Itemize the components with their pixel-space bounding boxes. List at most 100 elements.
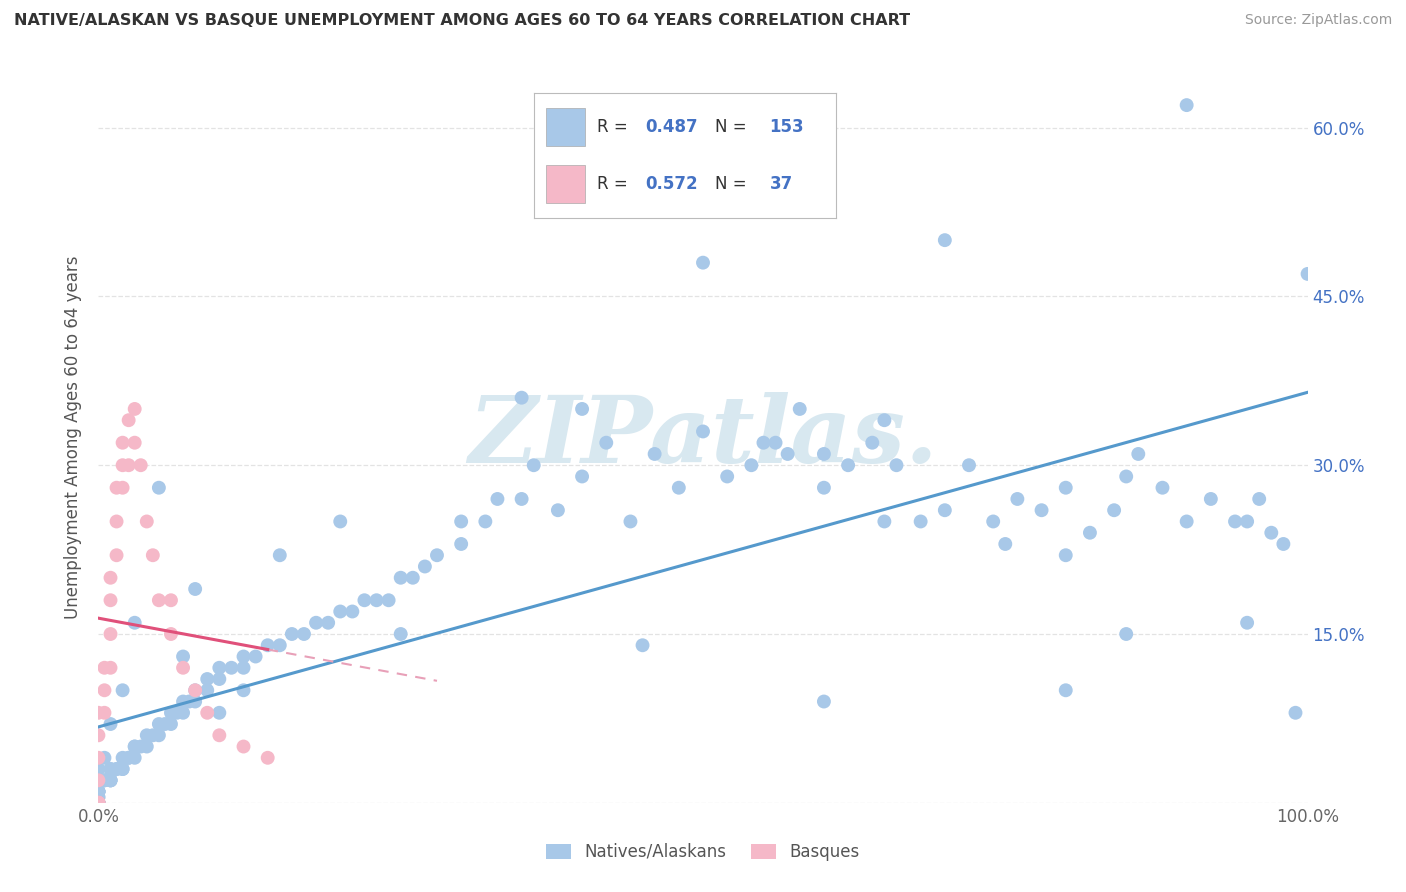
Point: [1054, 481, 1077, 495]
Point: [142, 728, 165, 742]
Point: [172, 649, 194, 664]
Point: [148, 481, 170, 495]
Point: [1078, 525, 1101, 540]
Point: [160, 627, 183, 641]
Point: [1296, 267, 1319, 281]
Point: [377, 593, 399, 607]
Point: [87, 796, 110, 810]
Point: [87, 796, 110, 810]
Point: [195, 672, 218, 686]
Point: [1175, 515, 1198, 529]
Point: [100, 773, 122, 788]
Point: [87, 728, 110, 742]
Point: [87, 796, 110, 810]
Point: [281, 627, 304, 641]
Point: [124, 615, 146, 630]
Text: ZIPatlas.: ZIPatlas.: [468, 392, 938, 482]
Text: NATIVE/ALASKAN VS BASQUE UNEMPLOYMENT AMONG AGES 60 TO 64 YEARS CORRELATION CHAR: NATIVE/ALASKAN VS BASQUE UNEMPLOYMENT AM…: [14, 13, 910, 29]
Point: [510, 491, 533, 506]
Point: [135, 728, 157, 742]
Point: [256, 638, 278, 652]
Point: [105, 481, 128, 495]
Point: [305, 615, 328, 630]
Point: [87, 773, 110, 788]
Point: [692, 425, 714, 439]
Point: [184, 683, 207, 698]
Point: [160, 706, 183, 720]
Point: [100, 717, 122, 731]
Point: [129, 739, 152, 754]
Point: [813, 694, 835, 708]
Point: [426, 548, 449, 562]
Point: [118, 751, 141, 765]
Point: [87, 796, 110, 810]
Point: [934, 503, 956, 517]
Point: [93, 751, 115, 765]
Point: [1199, 491, 1222, 506]
Point: [837, 458, 859, 473]
Point: [105, 515, 128, 529]
Point: [142, 548, 165, 562]
Point: [1128, 447, 1150, 461]
Point: [87, 796, 110, 810]
Point: [716, 469, 738, 483]
Point: [87, 796, 110, 810]
Point: [1102, 503, 1125, 517]
Point: [111, 751, 134, 765]
Point: [87, 784, 110, 798]
Point: [523, 458, 546, 473]
Point: [740, 458, 762, 473]
Point: [111, 762, 134, 776]
Point: [1249, 491, 1271, 506]
Point: [1054, 683, 1077, 698]
Point: [934, 233, 956, 247]
Point: [93, 661, 115, 675]
Point: [153, 717, 176, 731]
Point: [232, 661, 254, 675]
Point: [1223, 515, 1246, 529]
Point: [208, 706, 231, 720]
Point: [87, 796, 110, 810]
Point: [184, 683, 207, 698]
Point: [873, 515, 896, 529]
Point: [124, 435, 146, 450]
Point: [172, 661, 194, 675]
Point: [765, 435, 787, 450]
Point: [619, 515, 641, 529]
Point: [100, 627, 122, 641]
Point: [668, 481, 690, 495]
Point: [1152, 481, 1174, 495]
Point: [111, 458, 134, 473]
Point: [87, 784, 110, 798]
Point: [111, 481, 134, 495]
Legend: Natives/Alaskans, Basques: Natives/Alaskans, Basques: [540, 837, 866, 868]
Point: [1115, 627, 1137, 641]
Point: [179, 694, 201, 708]
Point: [118, 751, 141, 765]
Point: [87, 773, 110, 788]
Point: [329, 605, 352, 619]
Point: [402, 571, 425, 585]
Point: [292, 627, 315, 641]
Point: [245, 649, 267, 664]
Point: [571, 401, 593, 416]
Point: [87, 751, 110, 765]
Point: [813, 447, 835, 461]
Point: [692, 255, 714, 269]
Point: [100, 773, 122, 788]
Point: [87, 773, 110, 788]
Point: [124, 401, 146, 416]
Point: [87, 784, 110, 798]
Point: [208, 672, 231, 686]
Point: [87, 762, 110, 776]
Point: [752, 435, 775, 450]
Point: [111, 762, 134, 776]
Point: [184, 582, 207, 596]
Point: [329, 515, 352, 529]
Point: [87, 790, 110, 805]
Y-axis label: Unemployment Among Ages 60 to 64 years: Unemployment Among Ages 60 to 64 years: [65, 255, 83, 619]
Point: [1236, 615, 1258, 630]
Point: [1175, 98, 1198, 112]
Point: [1007, 491, 1029, 506]
Point: [957, 458, 980, 473]
